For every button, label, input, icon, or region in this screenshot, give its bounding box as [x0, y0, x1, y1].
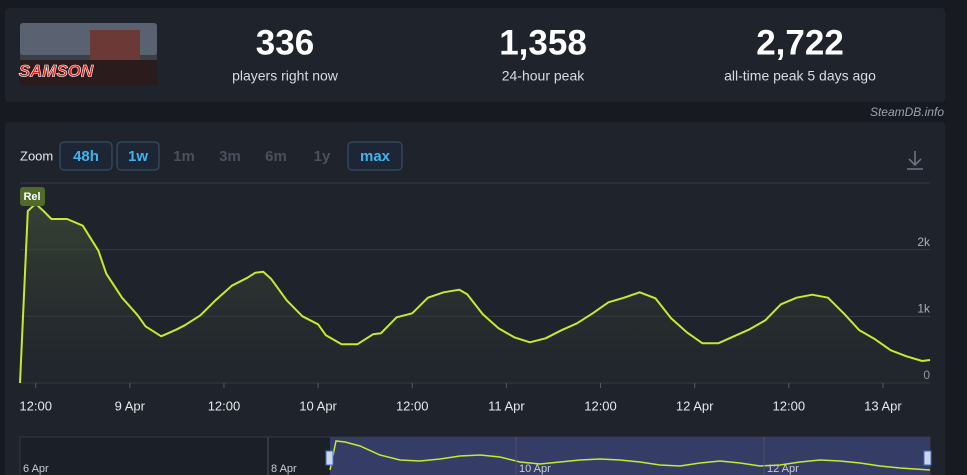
zoom-button[interactable]	[347, 141, 403, 171]
x-tick-label: 10 Apr	[299, 398, 337, 413]
stat-value: 336	[256, 23, 314, 62]
zoom-button-label[interactable]: 48h	[73, 148, 99, 165]
x-tick-label: 12 Apr	[676, 398, 714, 413]
zoom-button[interactable]	[59, 141, 113, 171]
x-tick-label: 9 Apr	[115, 398, 146, 413]
x-tick-label: 11 Apr	[488, 398, 525, 413]
zoom-button-label[interactable]: 6m	[265, 148, 287, 165]
x-tick-label: 12:00	[584, 398, 617, 413]
stat-value: 2,722	[756, 23, 844, 62]
navigator-label: 6 Apr	[23, 463, 49, 475]
stat-value: 1,358	[499, 23, 587, 62]
source-label: SteamDB.info	[870, 105, 944, 119]
stat-label: 24-hour peak	[502, 68, 586, 84]
game-logo: SAMSON	[18, 23, 157, 86]
zoom-button-label[interactable]: 3m	[219, 148, 241, 165]
navigator-handle[interactable]	[923, 450, 932, 466]
zoom-button-label[interactable]: 1w	[128, 148, 148, 165]
x-tick-label: 13 Apr	[864, 398, 902, 413]
y-tick-label: 2k	[917, 235, 931, 249]
stat-label: players right now	[232, 68, 339, 84]
x-tick-label: 12:00	[773, 398, 806, 413]
navigator-handle[interactable]	[325, 450, 334, 466]
y-tick-label: 1k	[917, 302, 931, 316]
navigator-label: 10 Apr	[519, 463, 551, 475]
stat-label: all-time peak 5 days ago	[724, 68, 876, 84]
navigator-label: 8 Apr	[271, 463, 297, 475]
x-tick-label: 12:00	[19, 398, 52, 413]
release-marker-label: Rel	[23, 191, 40, 203]
zoom-button-label[interactable]: 1m	[173, 148, 195, 165]
header-panel	[5, 8, 945, 102]
logo-text: SAMSON	[19, 61, 94, 80]
navigator-selection[interactable]	[330, 437, 930, 475]
navigator-label: 12 Apr	[767, 463, 799, 475]
x-tick-label: 12:00	[208, 398, 241, 413]
download-icon[interactable]	[907, 151, 923, 170]
navigator-line	[329, 440, 931, 471]
zoom-button-label[interactable]: 1y	[314, 148, 331, 165]
zoom-button-label[interactable]: max	[360, 148, 391, 165]
zoom-label: Zoom	[20, 148, 53, 163]
series-line	[19, 202, 931, 384]
zoom-button[interactable]	[116, 141, 160, 171]
release-marker	[20, 187, 45, 206]
x-tick-label: 12:00	[396, 398, 429, 413]
chart-panel	[5, 122, 945, 475]
area-fill	[20, 203, 930, 383]
